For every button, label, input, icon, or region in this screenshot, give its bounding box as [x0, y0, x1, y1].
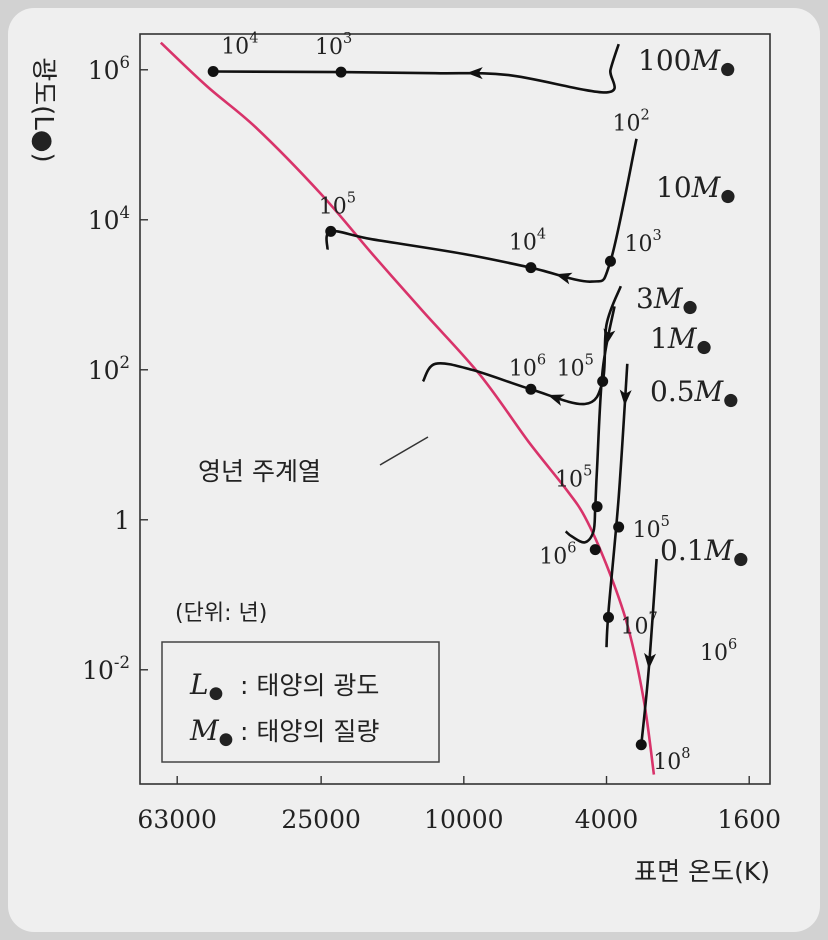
track-direction-arrow [466, 67, 483, 80]
track-line [640, 558, 658, 745]
y-axis: 106 104 102 1 10-2 [82, 53, 148, 685]
x-tick-label: 25000 [281, 805, 361, 834]
track-line [564, 306, 616, 544]
mass-label: 100M● [638, 44, 735, 79]
plot-area-border [139, 33, 771, 785]
age-label: 105 [555, 464, 592, 493]
track-direction-arrow [555, 272, 573, 285]
mass-label: 10M● [656, 171, 735, 206]
mass-label-text: 10M● [656, 171, 735, 206]
track-direction-arrow [619, 389, 632, 406]
track-line [213, 43, 620, 94]
legend-rows: L●: 태양의 광도M●: 태양의 질량 [189, 668, 379, 748]
unit-note: (단위: 년) [175, 601, 267, 626]
track-line [421, 285, 623, 406]
age-marker [525, 383, 537, 395]
track-direction-arrow [644, 652, 657, 670]
y-tick-label: 1 [114, 506, 130, 535]
age-label: 106 [509, 352, 546, 381]
x-tick-label: 63000 [137, 805, 217, 834]
track-direction-arrow [547, 394, 565, 406]
age-label: 106 [700, 637, 737, 666]
age-label: 104 [221, 30, 258, 59]
main-sequence-label-group: 영년 주계열 [198, 436, 429, 486]
main-sequence-pointer [379, 436, 429, 466]
mass-label-text: 3M● [636, 282, 698, 317]
age-marker [591, 501, 603, 513]
age-label: 105 [557, 352, 594, 381]
age-label: 103 [315, 31, 352, 60]
age-marker [589, 544, 601, 556]
x-tick-label: 10000 [424, 805, 504, 834]
mass-label-text: 0.5M● [650, 375, 738, 410]
track-0: 104 103 102 100M● [207, 30, 735, 136]
legend-symbol: M● [189, 714, 233, 748]
legend-row: L● : 태양의 광도 [189, 668, 379, 702]
mass-label-text: 0.1M● [660, 534, 748, 569]
age-marker [335, 66, 347, 78]
age-marker [604, 255, 616, 267]
age-label: 104 [509, 227, 546, 256]
x-axis-label: 표면 온도(K) [634, 857, 770, 886]
age-marker [207, 65, 219, 77]
age-marker [635, 739, 647, 751]
y-tick-label: 10-2 [82, 653, 130, 685]
mass-label: 1M● [650, 322, 712, 357]
y-tick-label: 104 [88, 203, 130, 235]
mass-label: 3M● [636, 282, 698, 317]
y-tick-label: 102 [88, 353, 130, 385]
x-tick-label: 4000 [575, 805, 639, 834]
track-3: 105 106 1M● [539, 306, 712, 570]
age-label: 103 [624, 228, 661, 257]
y-axis-label-text: 광도(L●) [28, 57, 58, 162]
age-label: 108 [653, 746, 690, 775]
age-marker [602, 611, 614, 623]
legend-text: : 태양의 광도 [240, 671, 379, 700]
age-label: 105 [319, 190, 356, 219]
mass-label: 0.1M● [660, 534, 748, 569]
y-axis-label: 광도(L●) [28, 57, 58, 162]
legend-text: : 태양의 질량 [240, 717, 379, 746]
mass-label-text: 100M● [638, 44, 735, 79]
main-sequence-curve [159, 41, 656, 775]
track-direction-arrow [603, 328, 616, 346]
age-label: 102 [613, 107, 650, 136]
legend-row: M●: 태양의 질량 [189, 714, 379, 748]
track-5: 108 106 0.1M● [635, 534, 748, 775]
track-line [325, 138, 638, 283]
age-label: 106 [539, 541, 576, 570]
legend-symbol: L● [189, 668, 223, 702]
track-line [605, 363, 629, 648]
legend: L●: 태양의 광도M●: 태양의 질량 [161, 641, 440, 763]
mass-label-text: 1M● [650, 322, 712, 357]
age-marker [613, 521, 625, 533]
x-axis: 63000 25000 10000 4000 1600 [137, 776, 781, 834]
y-tick-label: 106 [88, 53, 130, 85]
figure-frame [8, 8, 820, 932]
main-sequence-label: 영년 주계열 [198, 457, 321, 486]
legend-box [161, 641, 440, 763]
mass-label: 0.5M● [650, 375, 738, 410]
age-marker [325, 225, 337, 237]
x-tick-label: 1600 [717, 805, 781, 834]
age-marker [525, 262, 537, 274]
